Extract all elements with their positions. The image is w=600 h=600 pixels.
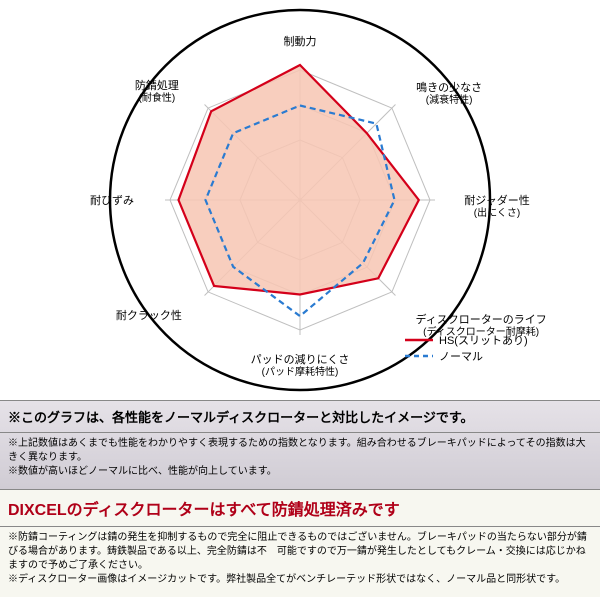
svg-text:(パッド摩耗特性): (パッド摩耗特性) (262, 365, 339, 378)
note2-body: ※防錆コーティングは錆の発生を抑制するもので完全に阻止できるものではございません… (0, 527, 600, 597)
svg-text:(減衰特性): (減衰特性) (426, 93, 473, 106)
svg-text:パッドの減りにくさ: パッドの減りにくさ (251, 352, 350, 366)
svg-text:制動力: 制動力 (284, 34, 317, 48)
notes-block: ※このグラフは、各性能をノーマルディスクローターと対比したイメージです。 ※上記… (0, 400, 600, 597)
note2-header: DIXCELのディスクローターはすべて防錆処理済みです (0, 489, 600, 527)
note1-header: ※このグラフは、各性能をノーマルディスクローターと対比したイメージです。 (0, 400, 600, 433)
svg-text:耐ひずみ: 耐ひずみ (90, 194, 134, 207)
svg-text:ディスクローターのライフ: ディスクローターのライフ (415, 312, 546, 326)
svg-text:耐ジャダー性: 耐ジャダー性 (464, 193, 529, 207)
svg-text:(出にくさ): (出にくさ) (474, 206, 520, 219)
radar-svg: 制動力鳴きの少なさ(減衰特性) 耐ジャダー性(出にくさ) ディスクローターのライフ (… (0, 0, 600, 400)
svg-text:HS(スリットあり): HS(スリットあり) (439, 334, 528, 347)
svg-text:防錆処理: 防錆処理 (135, 78, 179, 92)
radar-chart: 制動力鳴きの少なさ(減衰特性) 耐ジャダー性(出にくさ) ディスクローターのライフ (… (0, 0, 600, 400)
svg-text:耐クラック性: 耐クラック性 (116, 308, 182, 322)
note1-body: ※上記数値はあくまでも性能をわかりやすく表現するための指数となります。組み合わせ… (0, 433, 600, 489)
svg-text:鳴きの少なさ: 鳴きの少なさ (416, 80, 482, 94)
svg-text:(耐食性): (耐食性) (139, 91, 176, 104)
svg-text:ノーマル: ノーマル (439, 351, 483, 363)
